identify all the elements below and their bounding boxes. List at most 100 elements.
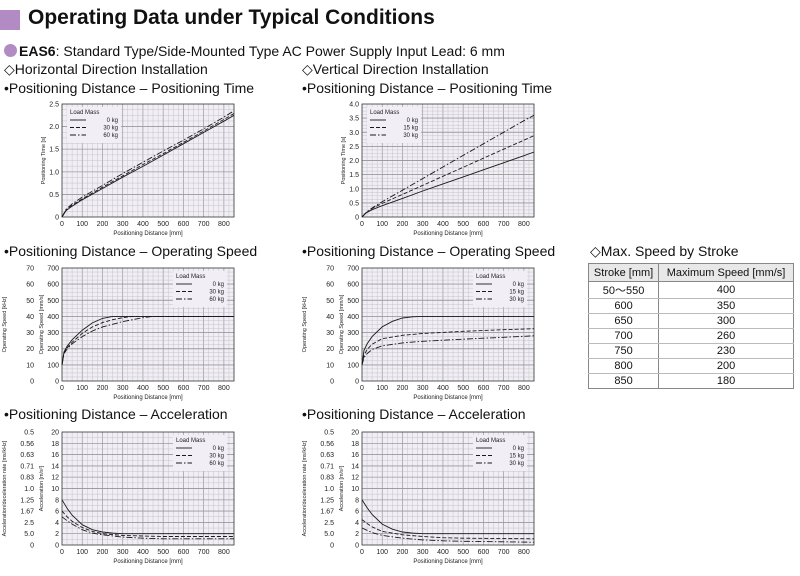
x-tick-label: 100 xyxy=(376,549,388,556)
table-row: 850 180 xyxy=(587,373,794,389)
y-tick-label: 4.0 xyxy=(349,102,359,109)
x-tick-label: 400 xyxy=(437,549,449,556)
chart-title-h-accel: •Positioning Distance – Acceleration xyxy=(4,406,228,422)
y2-tick-label: 1.67 xyxy=(320,509,334,516)
series-line xyxy=(61,510,234,537)
cell-speed: 180 xyxy=(658,373,794,389)
table-row: 600 350 xyxy=(587,298,794,314)
x-tick-label: 700 xyxy=(198,385,210,392)
chart-title-v-accel: •Positioning Distance – Acceleration xyxy=(302,406,526,422)
y-tick-label: 18 xyxy=(51,441,59,448)
y2-tick-label: 5.0 xyxy=(324,531,334,538)
y-tick-label: 200 xyxy=(347,346,359,353)
series-line xyxy=(61,114,235,218)
y2-tick-label: 0.71 xyxy=(20,463,34,470)
y-tick-label: 16 xyxy=(351,452,359,459)
cell-stroke: 850 xyxy=(587,373,660,389)
y2-tick-label: 0.56 xyxy=(20,441,34,448)
x-tick-label: 600 xyxy=(478,385,490,392)
legend-label: 15 kg xyxy=(509,290,524,296)
y2-tick-label: 1.67 xyxy=(20,509,34,516)
y2-tick-label: 70 xyxy=(326,266,334,273)
y-tick-label: 700 xyxy=(347,266,359,273)
series-line xyxy=(61,113,235,218)
legend-label: 30 kg xyxy=(209,290,224,296)
y2-tick-label: 30 xyxy=(326,330,334,337)
y-axis-label: Acceleration [m/s²] xyxy=(339,465,345,511)
y-tick-label: 300 xyxy=(347,330,359,337)
y-tick-label: 10 xyxy=(351,486,359,493)
cell-speed: 230 xyxy=(658,343,794,359)
series-line xyxy=(361,328,535,365)
x-tick-label: 200 xyxy=(97,549,109,556)
x-tick-label: 500 xyxy=(457,385,469,392)
y2-tick-label: 0 xyxy=(330,543,334,550)
cell-stroke: 600 xyxy=(587,298,660,314)
stroke-speed-table: Stroke [mm] Maximum Speed [mm/s] 50～550 4… xyxy=(587,263,794,389)
cell-speed: 350 xyxy=(658,298,794,314)
y-tick-label: 8 xyxy=(355,497,359,504)
x-tick-label: 700 xyxy=(198,221,210,228)
x-axis-label: Positioning Distance [mm] xyxy=(113,231,183,237)
chart-vertical-positioning-time: 0 100 200 300 400 500 600 700 800 Positioning Dis… xyxy=(341,102,535,237)
y-axis-label: Acceleration [m/s²] xyxy=(39,465,45,511)
plot-frame xyxy=(361,267,535,382)
x-tick-label: 100 xyxy=(376,385,388,392)
y2-tick-label: 1.25 xyxy=(320,497,334,504)
legend-label: 0 kg xyxy=(513,446,524,452)
x-tick-label: 400 xyxy=(437,221,449,228)
legend-title: Load Mass xyxy=(176,274,205,280)
legend-label: 15 kg xyxy=(509,454,524,460)
y2-tick-label: 40 xyxy=(326,314,334,321)
x-tick-label: 500 xyxy=(457,221,469,228)
y2-tick-label: 0 xyxy=(30,379,34,386)
series-line xyxy=(61,110,235,218)
series-line xyxy=(361,335,535,366)
y2-tick-label: 0.71 xyxy=(320,463,334,470)
y2-tick-label: 60 xyxy=(326,282,334,289)
y-tick-label: 100 xyxy=(47,362,59,369)
series-line xyxy=(61,499,234,535)
x-tick-label: 700 xyxy=(498,549,510,556)
y-tick-label: 14 xyxy=(351,463,359,470)
y-tick-label: 2.5 xyxy=(349,144,359,151)
legend-label: 30 kg xyxy=(509,297,524,303)
y2-tick-label: 0.63 xyxy=(20,452,34,459)
x-tick-label: 200 xyxy=(397,221,409,228)
chart-title-v-time: •Positioning Distance – Positioning Time xyxy=(302,80,553,96)
x-tick-label: 800 xyxy=(518,385,530,392)
table-row: 50～550 400 xyxy=(587,281,794,299)
x-tick-label: 500 xyxy=(157,385,169,392)
x-tick-label: 700 xyxy=(498,221,510,228)
x-tick-label: 600 xyxy=(178,385,190,392)
legend-label: 30 kg xyxy=(103,126,118,132)
y-tick-label: 600 xyxy=(347,282,359,289)
chart-title-h-time: •Positioning Distance – Positioning Time xyxy=(4,80,255,96)
page-header: Operating Data under Typical Conditions xyxy=(0,6,800,36)
x-tick-label: 500 xyxy=(157,549,169,556)
y2-tick-label: 10 xyxy=(26,362,34,369)
x-tick-label: 100 xyxy=(76,549,88,556)
y-tick-label: 1.0 xyxy=(49,169,59,176)
cell-speed: 400 xyxy=(658,281,794,299)
y-tick-label: 1.0 xyxy=(349,186,359,193)
x-tick-label: 300 xyxy=(417,221,429,228)
y-tick-label: 400 xyxy=(347,314,359,321)
cell-speed: 300 xyxy=(658,313,794,329)
y-tick-label: 1.5 xyxy=(349,172,359,179)
y-tick-label: 4 xyxy=(55,520,59,527)
plot-frame xyxy=(61,431,235,546)
x-tick-label: 600 xyxy=(178,221,190,228)
y2-axis-label: Operating Speed [kHz] xyxy=(302,296,308,352)
series-line xyxy=(361,519,535,540)
table-header-row: Stroke [mm] Maximum Speed [mm/s] xyxy=(587,263,794,282)
x-tick-label: 800 xyxy=(518,549,530,556)
y2-tick-label: 0.56 xyxy=(320,441,334,448)
y-tick-label: 400 xyxy=(47,314,59,321)
legend-label: 60 kg xyxy=(209,297,224,303)
x-tick-label: 100 xyxy=(76,221,88,228)
plot-frame xyxy=(61,103,235,218)
product-bullet xyxy=(4,44,17,57)
y2-tick-label: 0.5 xyxy=(24,430,34,437)
